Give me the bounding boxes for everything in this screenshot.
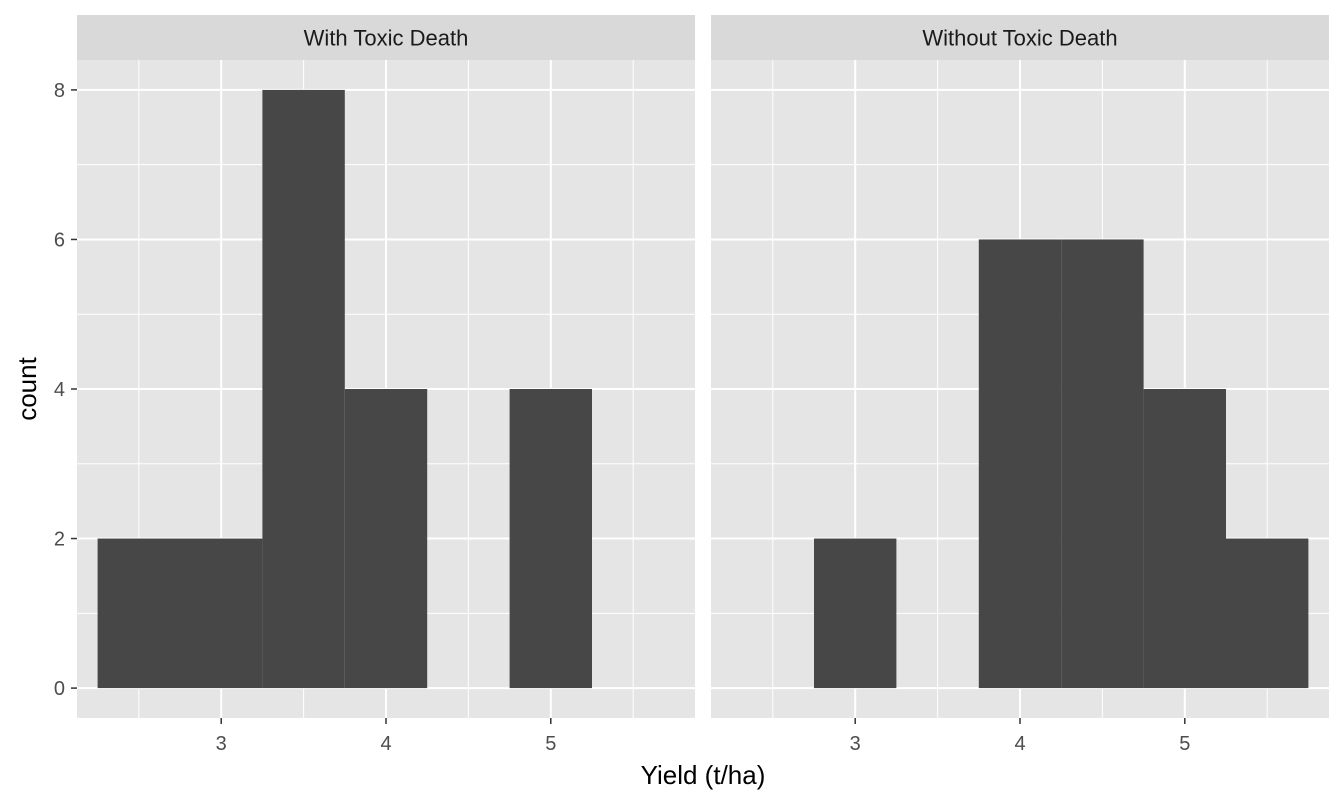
x-tick-label: 5 (1179, 733, 1190, 755)
facet-strip (77, 15, 695, 60)
histogram-bar (978, 239, 1062, 689)
facet-panel-2: Without Toxic Death 3 4 5 (711, 15, 1329, 755)
x-tick-label: 4 (1014, 733, 1025, 755)
histogram-bar (1226, 538, 1309, 689)
histogram-bar (1061, 239, 1144, 689)
facet-strip-label: With Toxic Death (304, 26, 469, 51)
x-tick-label: 3 (850, 733, 861, 755)
x-tick-label: 3 (216, 733, 227, 755)
x-tick-label: 5 (545, 733, 556, 755)
x-tick-label: 4 (380, 733, 391, 755)
y-tick-label: 8 (54, 80, 65, 102)
histogram-bar (509, 389, 592, 689)
histogram-bar (1143, 389, 1226, 689)
y-tick-label: 6 (54, 229, 65, 251)
y-axis-title: count (12, 356, 42, 420)
histogram-bar (262, 89, 345, 689)
histogram-bar (814, 538, 897, 689)
y-tick-label: 0 (54, 678, 65, 700)
y-tick-label: 2 (54, 529, 65, 551)
histogram-bar (344, 389, 428, 689)
facet-panel-1: With Toxic Death 3 4 5 (77, 15, 695, 755)
histogram-bar (97, 538, 180, 689)
y-tick-label: 4 (54, 379, 65, 401)
x-axis-title: Yield (t/ha) (641, 760, 766, 790)
facet-strip-label: Without Toxic Death (922, 26, 1117, 51)
facet-strip (711, 15, 1329, 60)
histogram-bar (180, 538, 263, 689)
